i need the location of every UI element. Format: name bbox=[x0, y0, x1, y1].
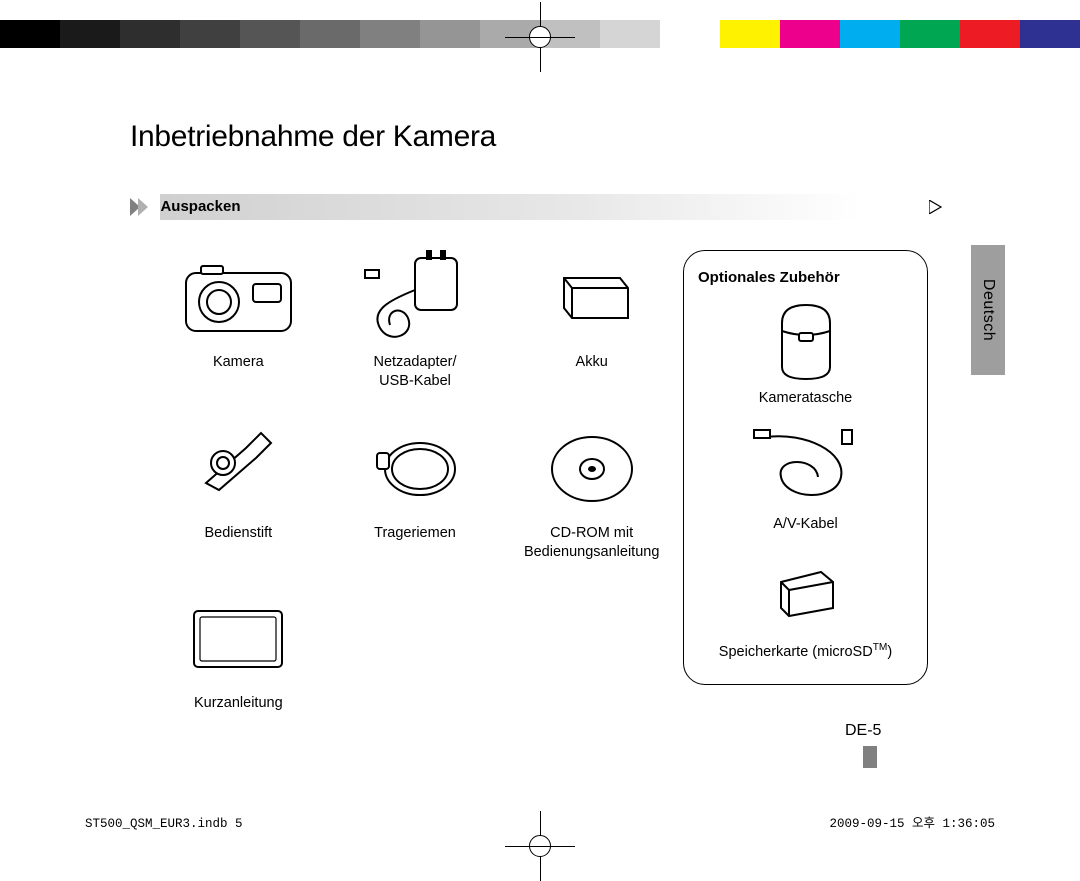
language-tab: Deutsch bbox=[971, 245, 1005, 375]
optional-title: Optionales Zubehör bbox=[698, 269, 913, 286]
color-swatch bbox=[420, 20, 480, 48]
color-swatch bbox=[120, 20, 180, 48]
optional-item: Speicherkarte (microSDTM) bbox=[698, 548, 913, 660]
cdrom-icon bbox=[508, 421, 675, 516]
color-swatch bbox=[60, 20, 120, 48]
color-swatch bbox=[900, 20, 960, 48]
item-caption: A/V-Kabel bbox=[698, 516, 913, 532]
optional-accessories-box: Optionales Zubehör Kameratasche A/V-Kabe… bbox=[683, 250, 928, 685]
color-swatch bbox=[660, 20, 720, 48]
page-number: DE-5 bbox=[845, 722, 881, 740]
included-item: Netzadapter/USB-Kabel bbox=[332, 250, 499, 391]
page-number-bar bbox=[863, 746, 877, 768]
color-swatch bbox=[720, 20, 780, 48]
color-swatch bbox=[360, 20, 420, 48]
page-title: Inbetriebnahme der Kamera bbox=[130, 120, 1005, 154]
included-item: Kurzanleitung bbox=[155, 591, 322, 713]
camera-icon bbox=[155, 250, 322, 345]
case-icon bbox=[698, 296, 913, 384]
item-caption: Kamera bbox=[155, 353, 322, 372]
booklet-icon bbox=[155, 591, 322, 686]
color-swatch bbox=[960, 20, 1020, 48]
color-swatch bbox=[780, 20, 840, 48]
item-caption: Akku bbox=[508, 353, 675, 372]
battery-icon bbox=[508, 250, 675, 345]
item-caption: Bedienstift bbox=[155, 524, 322, 543]
item-caption: CD-ROM mitBedienungsanleitung bbox=[508, 524, 675, 562]
footer-timestamp: 2009-09-15 오후 1:36:05 bbox=[829, 812, 995, 831]
color-swatch bbox=[180, 20, 240, 48]
item-caption: Trageriemen bbox=[332, 524, 499, 543]
color-swatch bbox=[1020, 20, 1080, 48]
item-caption: Kameratasche bbox=[698, 390, 913, 406]
item-caption: Kurzanleitung bbox=[155, 694, 322, 713]
sdcard-icon bbox=[698, 548, 913, 636]
page-content: Inbetriebnahme der Kamera Auspacken Kame… bbox=[75, 95, 1005, 810]
strap-icon bbox=[332, 421, 499, 516]
color-swatch bbox=[240, 20, 300, 48]
section-label: Auspacken bbox=[160, 194, 860, 220]
footer-filename: ST500_QSM_EUR3.indb 5 bbox=[85, 817, 243, 831]
included-item: Bedienstift bbox=[155, 421, 322, 562]
registration-mark-bottom bbox=[505, 811, 575, 881]
registration-mark-top bbox=[505, 2, 575, 72]
triangle-right-icon bbox=[929, 200, 943, 214]
included-items-grid: Kamera Netzadapter/USB-Kabel Akku Bedien… bbox=[155, 250, 675, 713]
optional-item: A/V-Kabel bbox=[698, 422, 913, 532]
chevron-icon bbox=[130, 194, 150, 220]
color-swatch bbox=[0, 20, 60, 48]
color-swatch bbox=[300, 20, 360, 48]
included-item: Akku bbox=[508, 250, 675, 391]
included-item: Kamera bbox=[155, 250, 322, 391]
language-label: Deutsch bbox=[979, 279, 997, 341]
item-caption: Netzadapter/USB-Kabel bbox=[332, 353, 499, 391]
optional-item: Kameratasche bbox=[698, 296, 913, 406]
avcable-icon bbox=[698, 422, 913, 510]
color-swatch bbox=[840, 20, 900, 48]
color-swatch bbox=[600, 20, 660, 48]
stylus-icon bbox=[155, 421, 322, 516]
adapter-icon bbox=[332, 250, 499, 345]
section-header: Auspacken bbox=[130, 194, 1005, 220]
item-caption: Speicherkarte (microSDTM) bbox=[698, 642, 913, 660]
included-item: CD-ROM mitBedienungsanleitung bbox=[508, 421, 675, 562]
included-item: Trageriemen bbox=[332, 421, 499, 562]
